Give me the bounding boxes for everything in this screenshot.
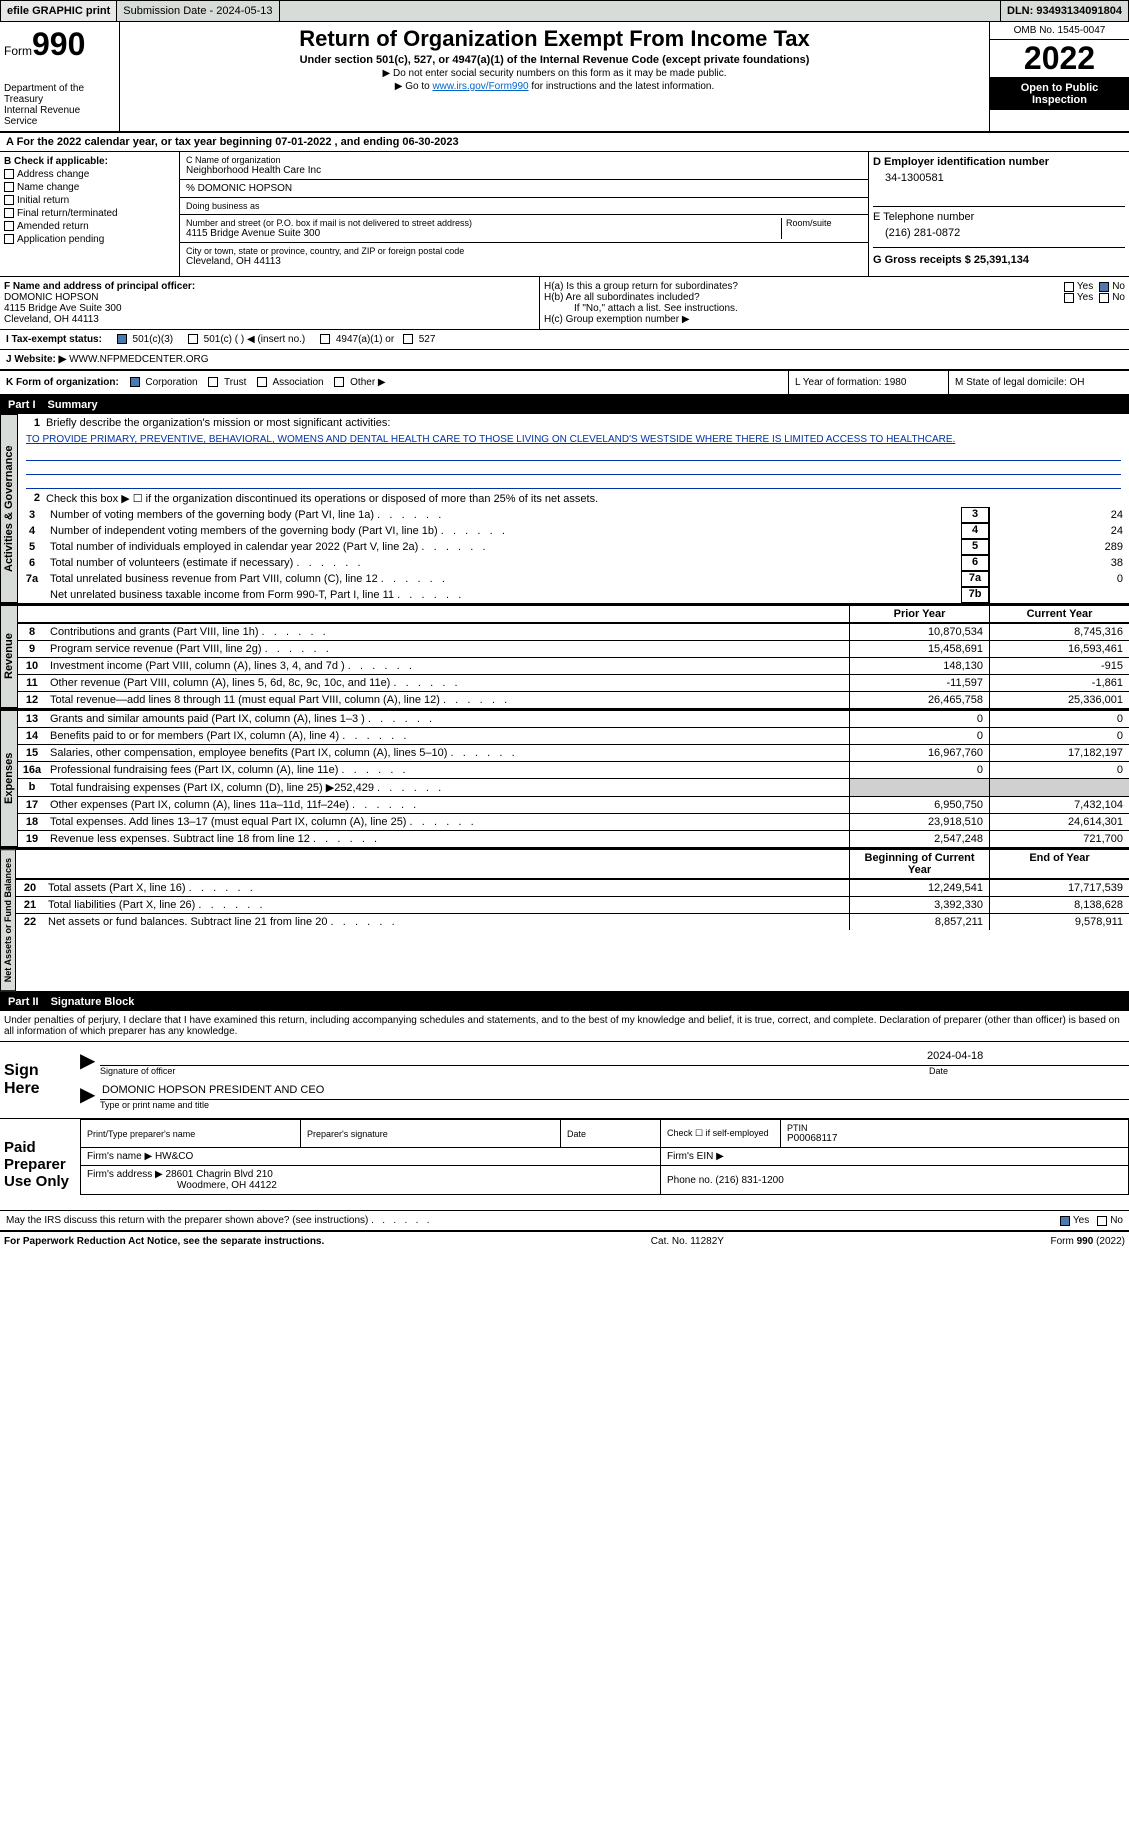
summary-row: 15Salaries, other compensation, employee… xyxy=(18,744,1129,761)
top-toolbar: efile GRAPHIC print Submission Date - 20… xyxy=(0,0,1129,22)
summary-row: 13Grants and similar amounts paid (Part … xyxy=(18,710,1129,727)
form-number: Form990 xyxy=(4,26,115,63)
state-domicile: M State of legal domicile: OH xyxy=(949,371,1129,394)
street-address: 4115 Bridge Avenue Suite 300 xyxy=(186,228,777,239)
sections-klm: K Form of organization: Corporation Trus… xyxy=(0,371,1129,396)
telephone: (216) 281-0872 xyxy=(873,223,1125,243)
net-row: 22Net assets or fund balances. Subtract … xyxy=(16,913,1129,930)
ein: 34-1300581 xyxy=(873,168,1125,188)
website-url: WWW.NFPMEDCENTER.ORG xyxy=(69,354,208,365)
paid-preparer-block: Paid Preparer Use Only Print/Type prepar… xyxy=(0,1119,1129,1211)
efile-print-button[interactable]: efile GRAPHIC print xyxy=(1,1,117,21)
net-assets-section: Net Assets or Fund Balances Beginning of… xyxy=(0,849,1129,993)
summary-row: 12Total revenue—add lines 8 through 11 (… xyxy=(18,691,1129,708)
summary-row: 14Benefits paid to or for members (Part … xyxy=(18,727,1129,744)
mission-statement: TO PROVIDE PRIMARY, PREVENTIVE, BEHAVIOR… xyxy=(18,432,1129,447)
irs-link[interactable]: www.irs.gov/Form990 xyxy=(432,81,528,92)
toolbar-spacer xyxy=(280,1,1002,21)
summary-row: 18Total expenses. Add lines 13–17 (must … xyxy=(18,813,1129,830)
sections-deg: D Employer identification number 34-1300… xyxy=(869,152,1129,276)
summary-row: 16aProfessional fundraising fees (Part I… xyxy=(18,761,1129,778)
summary-row: 9Program service revenue (Part VIII, lin… xyxy=(18,640,1129,657)
dln-label: DLN: 93493134091804 xyxy=(1001,1,1128,21)
may-irs-discuss: May the IRS discuss this return with the… xyxy=(0,1211,1129,1230)
tax-year: 2022 xyxy=(990,40,1129,78)
sections-fh: F Name and address of principal officer:… xyxy=(0,277,1129,330)
net-row: 21Total liabilities (Part X, line 26)3,3… xyxy=(16,896,1129,913)
officer-name-title: DOMONIC HOPSON PRESIDENT AND CEO xyxy=(100,1082,1129,1100)
dept-treasury: Department of the Treasury xyxy=(4,63,115,105)
tax-exempt-status: I Tax-exempt status: 501(c)(3) 501(c) ( … xyxy=(0,330,1129,350)
instruction-2: ▶ Go to www.irs.gov/Form990 for instruct… xyxy=(124,81,985,92)
net-row: 20Total assets (Part X, line 16)12,249,5… xyxy=(16,879,1129,896)
expenses-section: Expenses 13Grants and similar amounts pa… xyxy=(0,710,1129,849)
part2-header: Part II Signature Block xyxy=(0,993,1129,1011)
activities-governance: Activities & Governance 1Briefly describ… xyxy=(0,414,1129,605)
submission-date: Submission Date - 2024-05-13 xyxy=(117,1,279,21)
care-of: % DOMONIC HOPSON xyxy=(180,180,868,198)
firm-phone: Phone no. (216) 831-1200 xyxy=(661,1166,1129,1195)
irs-label: Internal Revenue Service xyxy=(4,105,115,127)
section-c: C Name of organization Neighborhood Heal… xyxy=(180,152,869,276)
firm-name: HW&CO xyxy=(155,1151,193,1162)
org-name: Neighborhood Health Care Inc xyxy=(186,165,862,176)
city-state-zip: Cleveland, OH 44113 xyxy=(186,256,862,267)
section-a-tax-year: A For the 2022 calendar year, or tax yea… xyxy=(0,133,1129,152)
officer-name: DOMONIC HOPSON xyxy=(4,292,535,303)
sig-date: 2024-04-18 xyxy=(927,1050,1127,1063)
summary-row: 19Revenue less expenses. Subtract line 1… xyxy=(18,830,1129,847)
part1-header: Part I Summary xyxy=(0,396,1129,414)
summary-row: bTotal fundraising expenses (Part IX, co… xyxy=(18,778,1129,796)
summary-row: 10Investment income (Part VIII, column (… xyxy=(18,657,1129,674)
year-formation: L Year of formation: 1980 xyxy=(789,371,949,394)
section-b: B Check if applicable: Address change Na… xyxy=(0,152,180,276)
summary-row: 17Other expenses (Part IX, column (A), l… xyxy=(18,796,1129,813)
summary-row: 11Other revenue (Part VIII, column (A), … xyxy=(18,674,1129,691)
sections-bcd: B Check if applicable: Address change Na… xyxy=(0,152,1129,277)
inspection-notice: Open to Public Inspection xyxy=(990,78,1129,110)
sign-here-block: Sign Here ▶ 2024-04-18 Signature of offi… xyxy=(0,1041,1129,1119)
website-row: J Website: ▶ WWW.NFPMEDCENTER.ORG xyxy=(0,350,1129,371)
gross-receipts: G Gross receipts $ 25,391,134 xyxy=(873,254,1125,266)
form-subtitle: Under section 501(c), 527, or 4947(a)(1)… xyxy=(124,54,985,66)
summary-row: 8Contributions and grants (Part VIII, li… xyxy=(18,623,1129,640)
form-header: Form990 Department of the Treasury Inter… xyxy=(0,22,1129,133)
omb-number: OMB No. 1545-0047 xyxy=(990,22,1129,40)
form-footer: For Paperwork Reduction Act Notice, see … xyxy=(0,1230,1129,1251)
penalties-statement: Under penalties of perjury, I declare th… xyxy=(0,1011,1129,1041)
revenue-section: Revenue Prior YearCurrent Year 8Contribu… xyxy=(0,605,1129,710)
instruction-1: ▶ Do not enter social security numbers o… xyxy=(124,68,985,79)
form-title: Return of Organization Exempt From Incom… xyxy=(124,26,985,52)
